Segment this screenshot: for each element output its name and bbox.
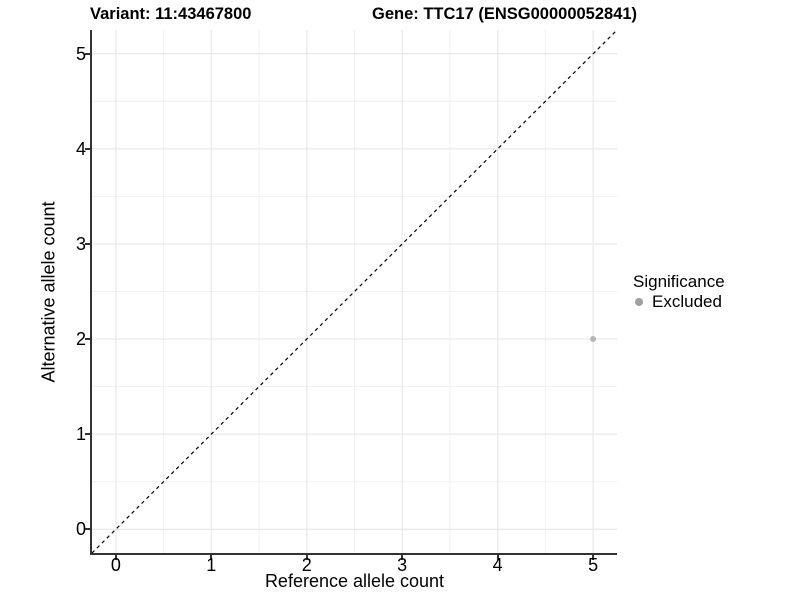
y-tick-label: 1 — [75, 424, 86, 445]
y-axis-tick — [85, 52, 90, 55]
x-tick-label: 3 — [397, 555, 408, 575]
x-axis-tick — [114, 555, 117, 560]
identity-dashed-line — [92, 30, 617, 553]
x-axis-tick — [592, 555, 595, 560]
y-axis-tick — [85, 243, 90, 245]
x-axis-tick — [210, 555, 213, 560]
x-tick-label: 5 — [588, 555, 599, 575]
y-axis-tick — [85, 528, 90, 531]
y-axis-tick — [85, 433, 90, 436]
y-tick-label: 3 — [75, 234, 86, 254]
x-axis-title: Reference allele count — [264, 571, 445, 591]
y-axis-tick — [85, 147, 90, 150]
y-axis-title: Alternative allele count — [38, 201, 59, 383]
legend-item-excluded: Excluded — [633, 292, 725, 312]
legend-title: Significance — [633, 272, 725, 291]
excluded-point-icon — [635, 298, 643, 306]
legend-item-label: Excluded — [652, 292, 722, 311]
x-axis-tick — [305, 555, 308, 560]
legend: Significance Excluded — [633, 271, 725, 312]
x-axis-tick — [401, 555, 404, 560]
x-axis-tick — [496, 555, 499, 560]
y-tick-label: 0 — [75, 519, 86, 540]
gene-title: Gene: TTC17 (ENSG00000052841) — [372, 5, 638, 23]
x-tick-label: 1 — [206, 555, 217, 575]
x-tick-label: 4 — [492, 555, 503, 575]
y-tick-label: 2 — [75, 329, 86, 349]
variant-title: Variant: 11:43467800 — [90, 5, 252, 23]
y-axis-tick — [85, 338, 90, 340]
x-tick-label: 2 — [301, 555, 312, 575]
y-tick-label: 5 — [75, 43, 86, 64]
plot-svg — [92, 30, 617, 553]
data-point — [590, 336, 597, 342]
plot-panel — [90, 30, 617, 555]
y-tick-label: 4 — [75, 138, 86, 159]
x-tick-label: 0 — [110, 555, 121, 575]
